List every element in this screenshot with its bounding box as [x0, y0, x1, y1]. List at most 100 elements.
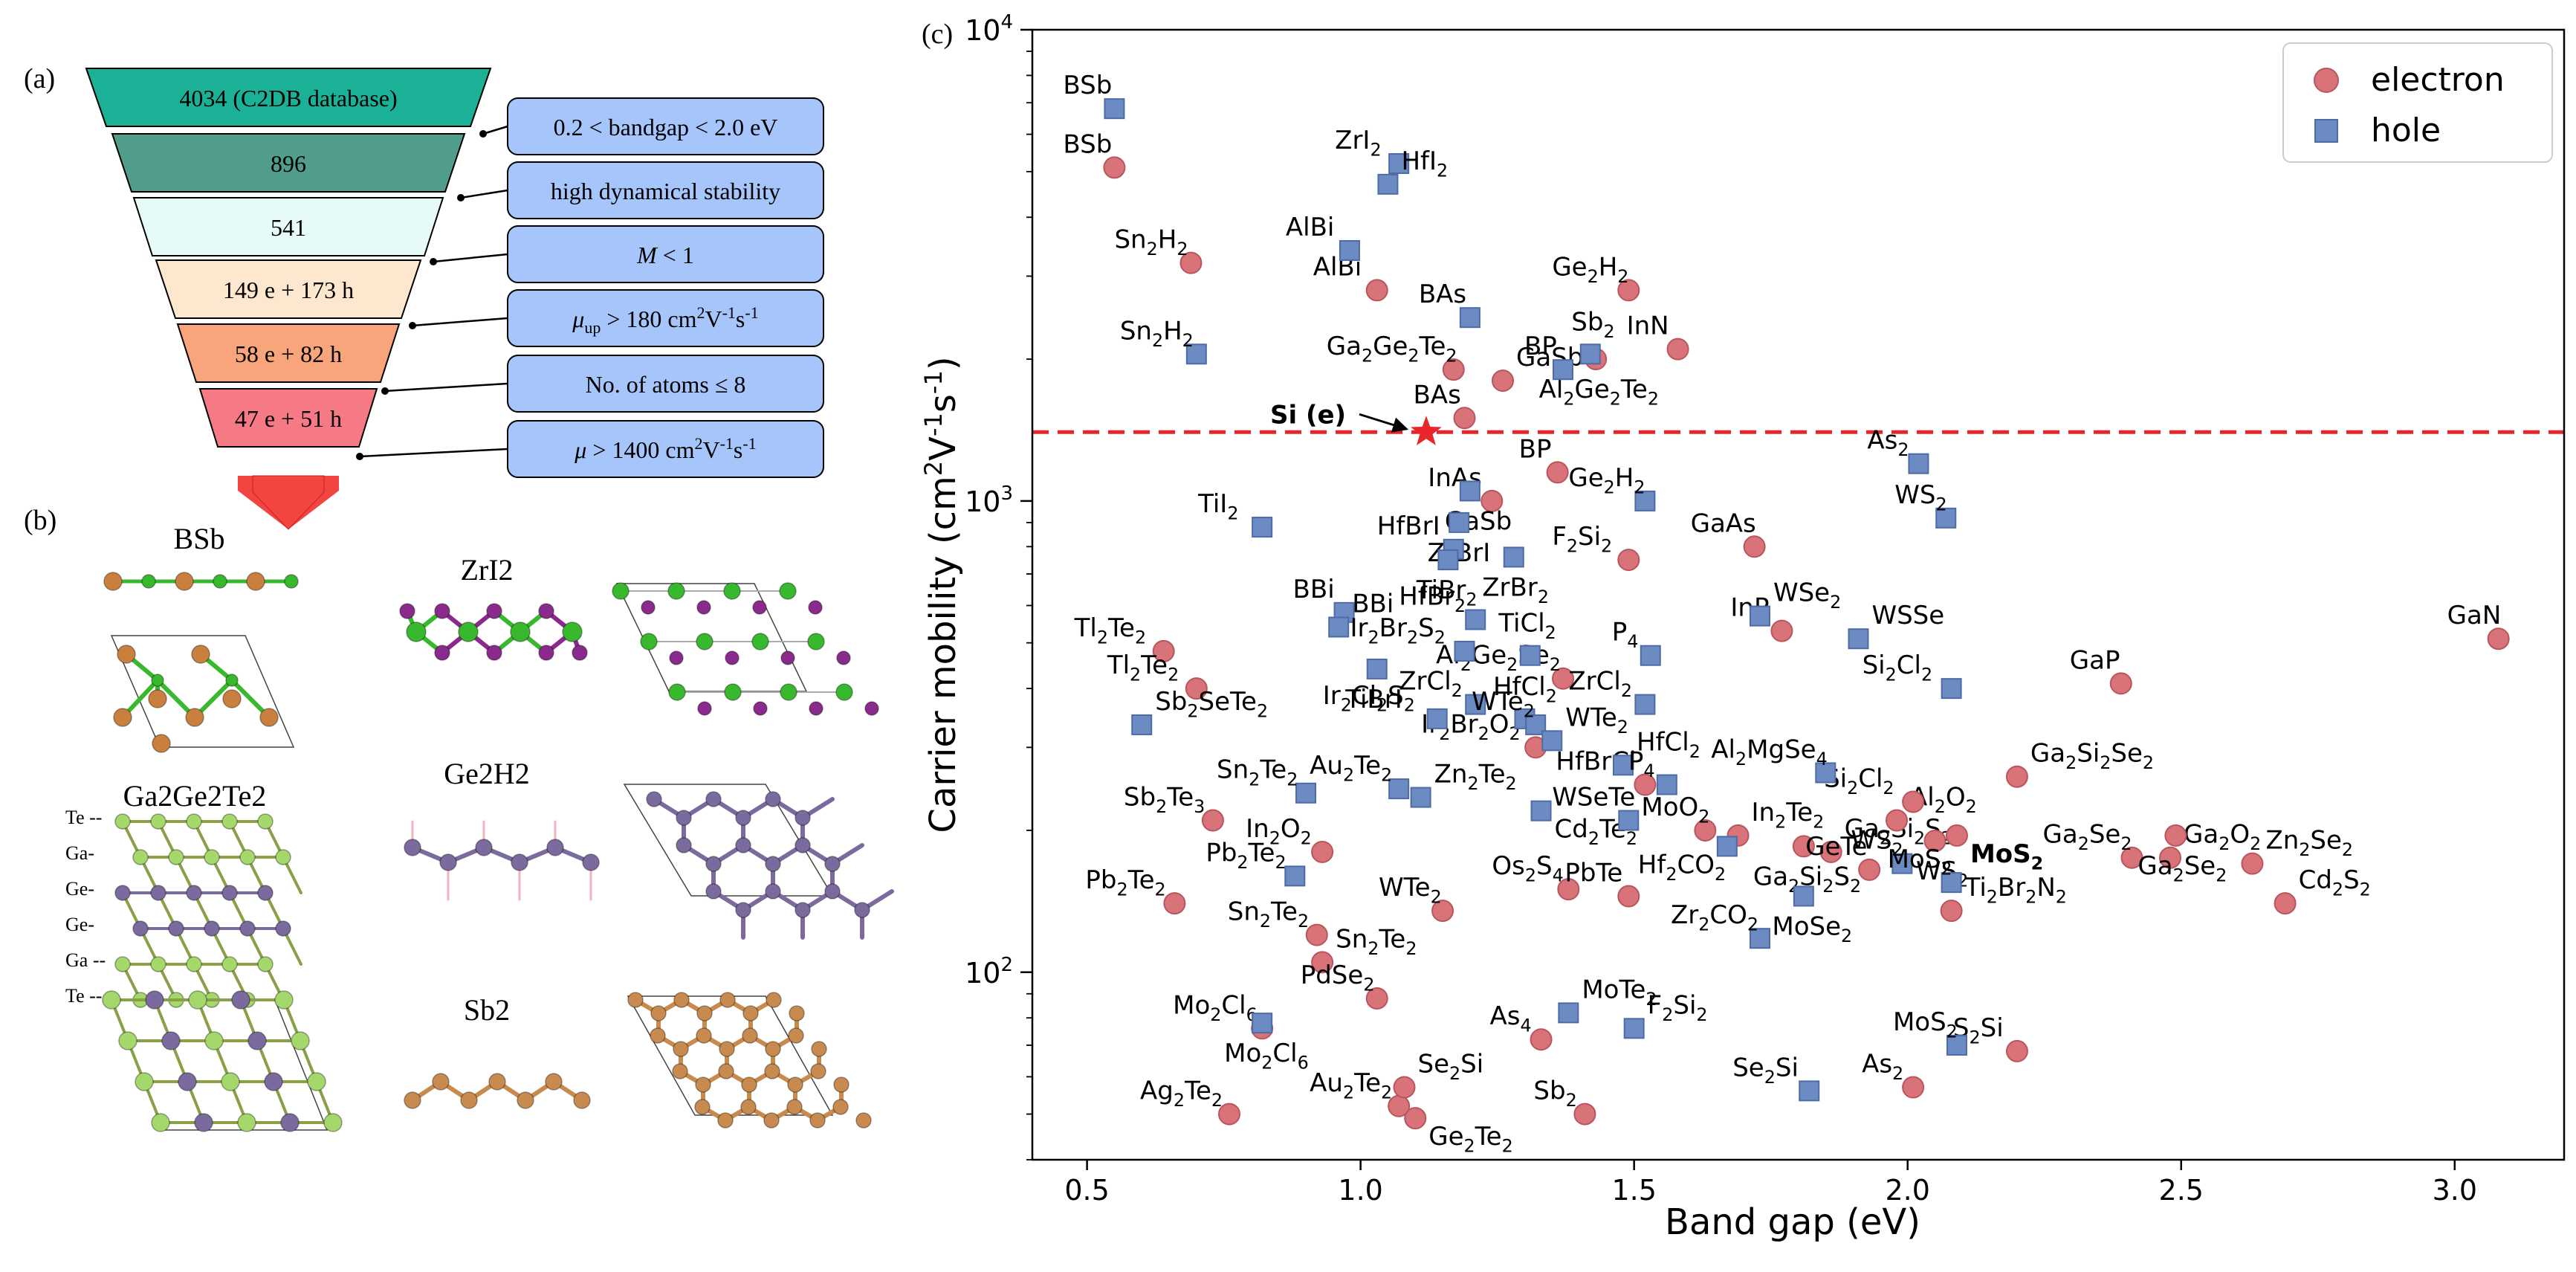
- point-label: Ga2Se2: [2138, 851, 2227, 886]
- criteria-connector: [412, 317, 508, 327]
- data-point-electron: [1217, 1102, 1240, 1126]
- point-label: Ga2Si2Se2: [2030, 739, 2154, 774]
- atom: [735, 810, 751, 826]
- data-point-hole: [1935, 507, 1957, 529]
- atom: [194, 1113, 213, 1132]
- x-tick-label: 1.5: [1611, 1174, 1656, 1207]
- atom: [697, 701, 712, 716]
- atom: [724, 683, 742, 701]
- point-label: TiBr2: [1416, 575, 1478, 610]
- data-point-electron: [1311, 840, 1334, 863]
- atom: [718, 1063, 734, 1079]
- legend-label-electron: electron: [2371, 61, 2505, 99]
- atom: [247, 1031, 267, 1050]
- point-label: GaP: [2070, 645, 2120, 675]
- connector-dot: [430, 258, 437, 265]
- atom: [291, 1031, 310, 1050]
- point-label: Tl2Te2: [1107, 650, 1179, 685]
- atom: [676, 837, 692, 853]
- point-label: MoS2: [1888, 845, 1952, 879]
- funnel-level: [111, 133, 466, 193]
- data-point-hole: [1328, 616, 1350, 638]
- legend-box: [2282, 42, 2553, 163]
- point-label: Au2Te2: [1310, 1068, 1392, 1103]
- data-point-hole: [1908, 453, 1929, 474]
- data-point-hole: [1295, 782, 1317, 804]
- point-label: ZrCl2: [1399, 667, 1463, 702]
- point-label: Sn2H2: [1114, 225, 1188, 260]
- point-label: P4: [1612, 618, 1639, 653]
- panel-label-a: (a): [24, 63, 55, 94]
- atom: [667, 582, 685, 600]
- atom: [257, 885, 274, 901]
- point-label: WSeTe: [1552, 783, 1635, 813]
- criteria-box: [507, 420, 824, 478]
- atom: [676, 810, 692, 826]
- data-point-electron: [1902, 790, 1925, 813]
- atom: [150, 813, 166, 830]
- atom: [672, 1063, 688, 1079]
- atom: [612, 582, 630, 600]
- atom: [719, 992, 736, 1008]
- point-label: In2O2: [1246, 814, 1312, 849]
- funnel-level: [85, 68, 492, 127]
- atom: [695, 1076, 711, 1093]
- data-point-hole: [1449, 511, 1470, 533]
- connector-dot: [356, 453, 363, 460]
- y-axis-label-text: Carrier mobility (cm2V-1s-1): [919, 356, 964, 833]
- funnel-count: 4034 (C2DB database): [179, 85, 397, 112]
- atom: [284, 574, 299, 589]
- data-point-electron: [1743, 535, 1766, 558]
- data-point-hole: [1465, 694, 1486, 715]
- connector-dot: [409, 322, 416, 329]
- data-point-electron: [1940, 900, 1963, 923]
- atom: [789, 1005, 805, 1021]
- unit-cell: [110, 635, 295, 748]
- data-point-hole: [1339, 239, 1360, 261]
- atom: [763, 1112, 780, 1129]
- point-label: Sb2: [1533, 1076, 1576, 1111]
- data-point-hole: [1941, 872, 1962, 894]
- atom: [434, 603, 450, 619]
- atom: [186, 813, 202, 830]
- point-label: MoS2: [1893, 1007, 1958, 1042]
- data-point-hole: [1519, 645, 1541, 666]
- si-reference-label: Si (e): [1270, 400, 1346, 430]
- data-point-hole: [1558, 1002, 1579, 1024]
- atom: [275, 920, 291, 937]
- data-point-electron: [1492, 369, 1515, 393]
- atom: [696, 1027, 712, 1044]
- data-point-electron: [1103, 156, 1126, 179]
- atom: [766, 992, 782, 1008]
- atom: [511, 853, 528, 871]
- atom: [855, 1112, 872, 1129]
- point-label: Zr2CO2: [1671, 900, 1758, 935]
- y-axis-label: Carrier mobility (cm2V-1s-1): [919, 356, 964, 833]
- data-point-electron: [1792, 835, 1815, 858]
- data-point-electron: [1152, 639, 1175, 662]
- data-point-hole: [1815, 762, 1836, 784]
- chart-axes: 0.5 1.0 1.5 2.0 2.5 3.0 102 103 104: [965, 11, 2566, 1207]
- point-label: Sb2SeTe2: [1155, 687, 1268, 722]
- atom: [562, 622, 583, 642]
- connector-dot: [381, 387, 389, 395]
- point-label: As2: [1862, 1050, 1903, 1085]
- data-point-hole: [1131, 714, 1153, 735]
- data-point-electron: [2274, 892, 2297, 915]
- funnel-count: 149 e + 173 h: [223, 277, 354, 303]
- point-label: Au2Te2: [1310, 751, 1392, 786]
- atom: [740, 1099, 757, 1115]
- point-label: Ge2H2: [1552, 252, 1628, 287]
- atom: [779, 582, 797, 600]
- point-label: HfBrI: [1377, 511, 1440, 541]
- si-reference-arrow: [1359, 413, 1408, 433]
- data-point-electron: [1945, 824, 1968, 847]
- point-label: Ti2Br2N2: [1964, 873, 2067, 908]
- funnel-level: [176, 323, 401, 383]
- funnel-count: 541: [271, 214, 306, 241]
- atom: [213, 574, 227, 589]
- structure-label-bsb: BSb: [174, 522, 225, 555]
- point-label: BP: [1519, 434, 1552, 464]
